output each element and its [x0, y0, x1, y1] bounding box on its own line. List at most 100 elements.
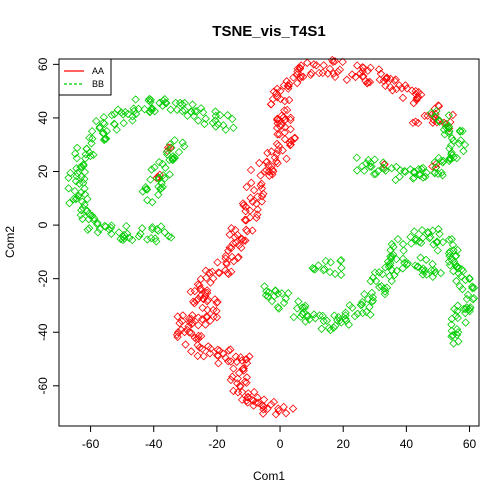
data-point-aa — [269, 167, 278, 176]
data-point-bb — [146, 95, 155, 105]
data-point-bb — [319, 266, 328, 275]
data-point-bb — [72, 143, 82, 152]
data-point-bb — [447, 326, 456, 336]
data-point-aa — [237, 356, 247, 365]
data-point-bb — [436, 268, 445, 278]
data-point-aa — [420, 111, 429, 121]
data-point-aa — [276, 94, 285, 104]
data-point-aa — [401, 81, 410, 90]
data-point-bb — [119, 118, 128, 128]
x-tick-label: 60 — [463, 437, 477, 451]
data-point-bb — [93, 228, 103, 237]
data-point-aa — [186, 287, 195, 296]
data-point-aa — [203, 305, 212, 315]
data-point-aa — [212, 313, 222, 322]
data-point-bb — [352, 153, 361, 162]
y-axis: -60 -40 -20 0 20 40 60 — [36, 57, 59, 394]
data-point-aa — [359, 72, 368, 81]
data-point-bb — [87, 127, 97, 136]
data-point-bb — [131, 109, 141, 119]
data-point-bb — [444, 249, 454, 258]
x-tick-label: 40 — [400, 437, 414, 451]
data-point-aa — [279, 402, 288, 412]
data-point-aa — [335, 65, 344, 74]
data-point-bb — [64, 173, 73, 182]
data-point-bb — [434, 225, 443, 234]
data-point-aa — [272, 149, 281, 159]
data-point-bb — [429, 240, 438, 249]
data-point-bb — [461, 275, 470, 285]
data-point-bb — [81, 154, 90, 163]
data-point-bb — [398, 254, 408, 263]
data-point-bb — [92, 116, 101, 126]
data-point-bb — [150, 163, 159, 172]
data-point-aa — [193, 340, 202, 350]
data-point-bb — [422, 168, 431, 178]
data-point-bb — [192, 107, 202, 116]
data-point-aa — [366, 63, 375, 72]
data-point-bb — [134, 232, 144, 241]
data-point-bb — [152, 237, 161, 246]
data-point-bb — [451, 251, 461, 260]
data-point-bb — [406, 232, 415, 242]
data-point-aa — [282, 154, 291, 163]
data-point-bb — [311, 314, 320, 323]
data-point-aa — [232, 357, 242, 367]
data-point-bb — [274, 304, 284, 313]
data-point-aa — [398, 93, 408, 103]
data-point-aa — [229, 386, 238, 396]
data-point-aa — [363, 79, 372, 88]
data-point-bb — [69, 194, 78, 204]
data-point-aa — [228, 372, 237, 381]
data-point-bb — [417, 164, 426, 173]
data-point-bb — [382, 283, 392, 292]
data-point-bb — [374, 268, 384, 277]
data-point-bb — [110, 120, 119, 129]
data-point-bb — [85, 148, 94, 157]
data-point-bb — [431, 163, 440, 172]
data-point-bb — [428, 272, 437, 281]
data-point-bb — [410, 168, 419, 178]
data-point-aa — [351, 72, 360, 82]
data-point-aa — [283, 81, 292, 91]
data-point-bb — [461, 308, 470, 318]
data-point-bb — [399, 246, 408, 255]
data-point-aa — [224, 346, 233, 355]
data-point-bb — [89, 150, 98, 160]
data-point-aa — [272, 89, 281, 98]
data-point-aa — [199, 352, 208, 361]
data-point-aa — [285, 138, 295, 147]
data-point-aa — [292, 78, 302, 88]
data-point-aa — [432, 118, 442, 127]
data-point-bb — [325, 267, 335, 277]
data-point-bb — [88, 211, 97, 220]
data-point-aa — [224, 357, 233, 366]
data-point-aa — [268, 170, 277, 179]
data-point-bb — [439, 125, 449, 134]
data-point-bb — [411, 261, 420, 270]
data-point-bb — [438, 171, 447, 180]
data-point-aa — [237, 243, 246, 252]
data-point-bb — [444, 111, 454, 120]
data-point-bb — [447, 314, 456, 323]
data-point-bb — [415, 237, 424, 246]
data-point-aa — [279, 113, 288, 122]
data-point-bb — [453, 328, 463, 337]
data-point-bb — [107, 221, 116, 230]
data-point-bb — [154, 173, 164, 182]
data-point-bb — [387, 240, 397, 249]
data-point-bb — [434, 169, 443, 179]
data-point-aa — [240, 215, 250, 225]
data-point-aa — [213, 258, 222, 267]
data-point-bb — [118, 110, 128, 119]
data-point-bb — [77, 172, 86, 181]
data-point-bb — [315, 311, 324, 320]
data-point-aa — [248, 197, 257, 206]
data-point-bb — [451, 311, 461, 320]
data-point-bb — [314, 261, 323, 270]
data-point-bb — [172, 105, 182, 114]
data-point-bb — [264, 287, 273, 297]
data-point-bb — [154, 190, 163, 199]
data-point-aa — [221, 266, 230, 275]
data-point-bb — [71, 194, 81, 204]
